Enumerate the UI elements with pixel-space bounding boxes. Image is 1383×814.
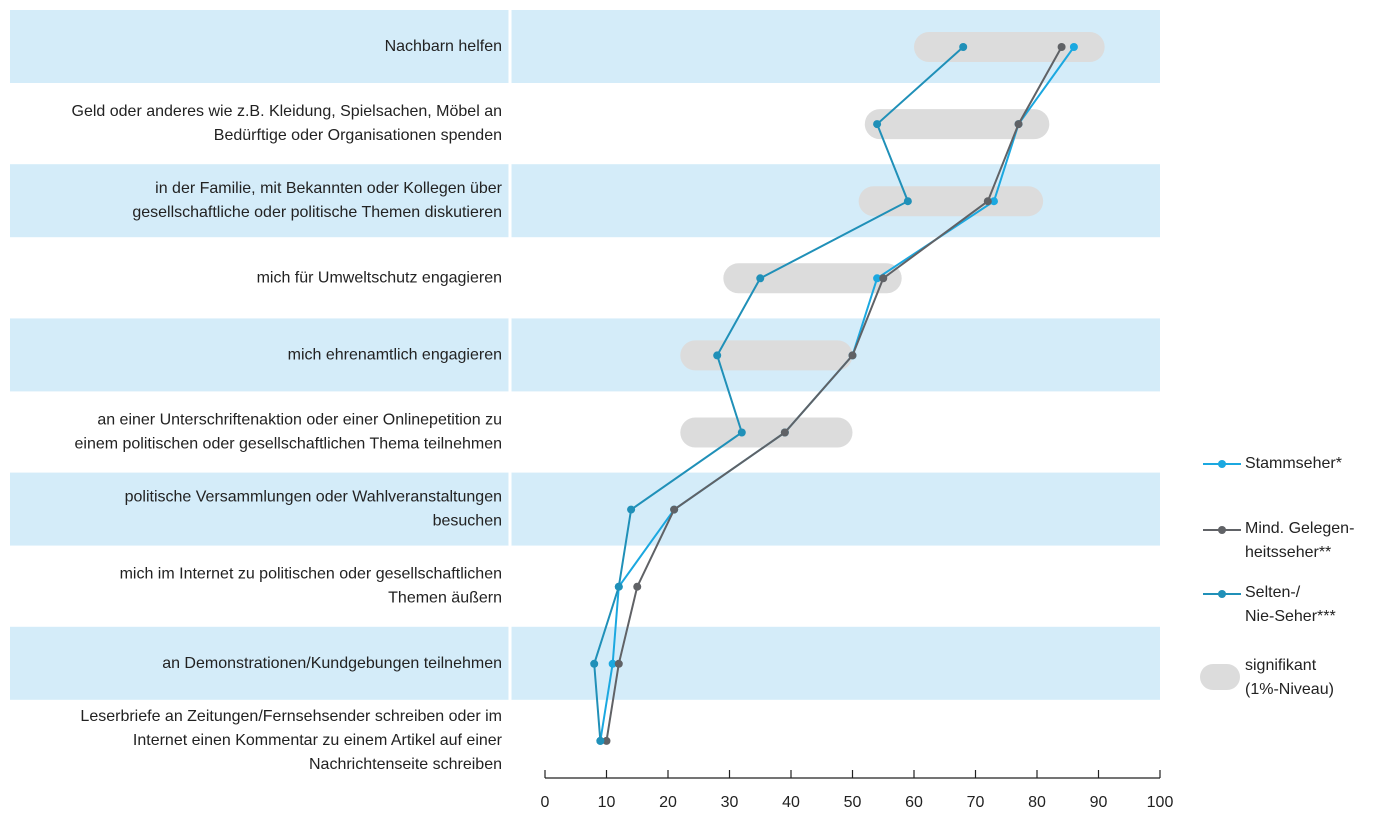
category-label-line: Themen äußern [388, 590, 502, 607]
legend-label-line: heitsseher** [1245, 544, 1331, 561]
significance-bar [723, 263, 902, 294]
category-label-line: mich ehrenamtlich engagieren [288, 347, 502, 364]
x-tick-label: 40 [782, 794, 800, 811]
legend-label: Selten-/ Nie-Seher*** [1245, 584, 1336, 625]
series-point [602, 736, 611, 745]
series-point [756, 274, 765, 283]
x-tick-label: 100 [1147, 794, 1174, 811]
category-label: an einer Unterschriftenaktion oder einer… [74, 412, 502, 453]
series-point [590, 659, 599, 668]
category-label-line: an Demonstrationen/Kundgebungen teilnehm… [162, 655, 502, 672]
row-band [10, 626, 1160, 700]
category-label-line: an einer Unterschriftenaktion oder einer… [97, 412, 502, 429]
category-label: Leserbriefe an Zeitungen/Fernsehsender s… [80, 708, 502, 773]
category-label-line: Nachrichtenseite schreiben [309, 756, 502, 773]
x-tick-label: 90 [1090, 794, 1108, 811]
legend-label: signifikant (1%-Niveau) [1245, 657, 1334, 698]
category-label-line: Internet einen Kommentar zu einem Artike… [133, 732, 503, 749]
category-label: politische Versammlungen oder Wahlverans… [125, 489, 502, 530]
category-label-line: in der Familie, mit Bekannten oder Kolle… [155, 180, 503, 197]
series-point [737, 428, 746, 437]
significance-bar [680, 417, 853, 448]
category-label: an Demonstrationen/Kundgebungen teilnehm… [162, 655, 502, 672]
category-label-line: besuchen [433, 513, 502, 530]
series-point [983, 197, 992, 206]
category-label-line: Bedürftige oder Organisationen spenden [214, 127, 502, 144]
legend-label-line: Stammseher* [1245, 455, 1342, 472]
legend-label-line: signifikant [1245, 657, 1317, 674]
series-point [627, 505, 636, 514]
legend-label: Mind. Gelegen-heitsseher** [1245, 520, 1354, 561]
series-point [873, 274, 882, 283]
legend-dot [1218, 526, 1226, 534]
category-label-line: gesellschaftliche oder politische Themen… [132, 204, 502, 221]
series-line [605, 46, 1063, 742]
category-label: mich im Internet zu politischen oder ges… [120, 566, 502, 607]
category-label-line: mich für Umweltschutz engagieren [257, 270, 502, 287]
series-point [879, 274, 888, 283]
series-point [614, 582, 623, 591]
legend-label-line: Nie-Seher*** [1245, 608, 1336, 625]
series-line [593, 46, 964, 741]
series-point [1057, 43, 1066, 51]
legend-label-line: Selten-/ [1245, 584, 1301, 601]
category-label-line: politische Versammlungen oder Wahlverans… [125, 489, 502, 506]
category-label-line: einem politischen oder gesellschaftliche… [74, 436, 502, 453]
category-label: Geld oder anderes wie z.B. Kleidung, Spi… [72, 103, 502, 144]
x-tick-label: 60 [905, 794, 923, 811]
series-point [873, 120, 882, 129]
row-band [10, 472, 1160, 546]
category-label-line: Geld oder anderes wie z.B. Kleidung, Spi… [72, 103, 502, 120]
series-point [633, 582, 642, 591]
x-tick-label: 50 [844, 794, 862, 811]
x-tick-label: 80 [1028, 794, 1046, 811]
series-point [670, 505, 679, 514]
series-point [780, 428, 789, 437]
category-label: Nachbarn helfen [385, 38, 502, 55]
legend-dot [1218, 590, 1226, 598]
series-point [848, 351, 857, 360]
series-point [959, 43, 968, 51]
category-label: mich ehrenamtlich engagieren [288, 347, 502, 364]
series-point [614, 659, 623, 668]
x-tick-label: 70 [967, 794, 985, 811]
x-tick-label: 0 [541, 794, 550, 811]
series-point [596, 736, 605, 745]
series-point [608, 659, 617, 668]
x-tick-label: 20 [659, 794, 677, 811]
row-band [10, 318, 1160, 392]
significance-bar [680, 340, 853, 371]
category-label: in der Familie, mit Bekannten oder Kolle… [132, 180, 502, 221]
legend-significance [1200, 664, 1240, 690]
category-label-line: Leserbriefe an Zeitungen/Fernsehsender s… [80, 708, 502, 725]
category-label-line: mich im Internet zu politischen oder ges… [120, 566, 502, 583]
series-point [903, 197, 912, 206]
x-tick-label: 30 [721, 794, 739, 811]
series-point [713, 351, 722, 360]
legend-label-line: (1%-Niveau) [1245, 681, 1334, 698]
x-tick-label: 10 [598, 794, 616, 811]
series-point [1014, 120, 1023, 129]
category-label-line: Nachbarn helfen [385, 38, 502, 55]
series-point [1069, 43, 1078, 51]
series-point [989, 197, 998, 206]
significance-bar [864, 109, 1050, 140]
legend-label-line: Mind. Gelegen- [1245, 520, 1354, 537]
category-label: mich für Umweltschutz engagieren [257, 270, 502, 287]
legend-label: Stammseher* [1245, 455, 1342, 472]
legend-dot [1218, 460, 1226, 468]
